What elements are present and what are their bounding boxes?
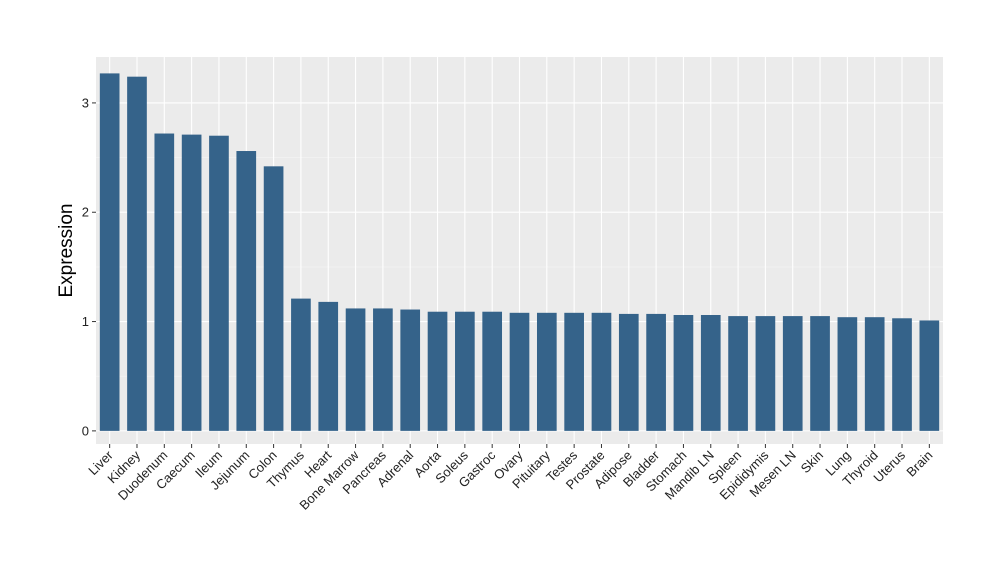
- bar-mandib-ln: [700, 315, 721, 431]
- bar-kidney: [127, 76, 147, 431]
- bar-bone-marrow: [345, 308, 366, 431]
- bar-epididymis: [755, 316, 776, 431]
- x-tick-label: Uterus: [870, 447, 908, 485]
- bar-gastroc: [482, 311, 503, 431]
- bar-ovary: [509, 312, 530, 431]
- y-axis-title: Expression: [56, 204, 77, 298]
- bar-aorta: [427, 311, 448, 431]
- bar-adipose: [618, 313, 639, 431]
- bar-adrenal: [400, 309, 421, 431]
- bar-prostate: [591, 312, 612, 431]
- bar-pituitary: [536, 312, 557, 431]
- bar-liver: [99, 73, 120, 431]
- bar-soleus: [455, 311, 475, 431]
- x-axis: LiverKidneyDuodenumCaecumIleumJejunumCol…: [85, 444, 935, 513]
- bar-duodenum: [154, 133, 175, 431]
- x-tick-label: Brain: [903, 448, 935, 480]
- bar-thymus: [291, 298, 311, 431]
- bar-lung: [837, 317, 858, 431]
- bar-spleen: [728, 316, 748, 431]
- y-axis: 0 1 2 3: [82, 95, 96, 438]
- bar-jejunum: [236, 151, 257, 431]
- bar-brain: [919, 320, 940, 431]
- bar-testes: [564, 312, 584, 431]
- bar-ileum: [209, 135, 229, 431]
- y-tick-label: 0: [82, 423, 89, 438]
- bar-skin: [810, 316, 830, 431]
- bar-bladder: [646, 313, 666, 431]
- bar-mesen-ln: [782, 316, 803, 431]
- y-tick-label: 3: [82, 95, 89, 110]
- y-tick-label: 1: [82, 314, 89, 329]
- bar-heart: [318, 301, 339, 431]
- y-tick-label: 2: [82, 205, 89, 220]
- x-tick-label: Skin: [798, 448, 826, 476]
- bar-pancreas: [373, 308, 393, 431]
- bar-thyroid: [864, 317, 885, 431]
- bar-caecum: [181, 134, 202, 431]
- bar-colon: [263, 166, 284, 431]
- bar-uterus: [892, 318, 912, 431]
- bars-group: [99, 73, 940, 431]
- bar-stomach: [673, 315, 694, 431]
